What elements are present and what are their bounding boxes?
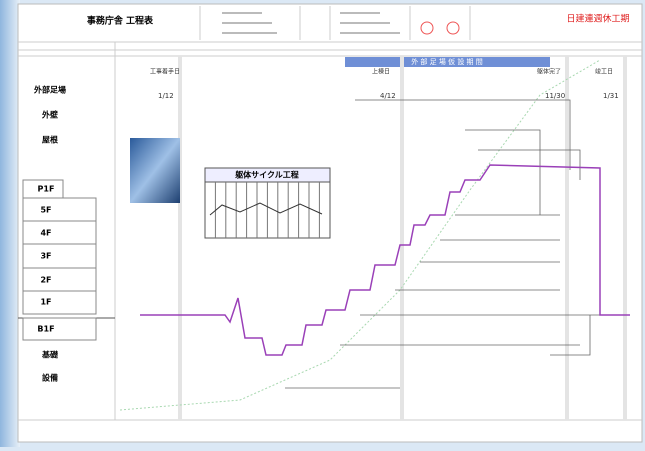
- row-label: 外部足場: [34, 85, 66, 95]
- side-glow: [0, 0, 20, 447]
- milestone-line: [623, 56, 627, 420]
- floor-boxes: [18, 179, 115, 341]
- milestone-label: 竣工日: [595, 68, 613, 76]
- row-label: 2F: [40, 276, 51, 285]
- milestone-label: 躯体完了: [537, 68, 561, 76]
- row-label: 基礎: [41, 350, 59, 360]
- banner-text: 外 部 足 場 仮 設 期 間: [411, 57, 483, 66]
- header-grid: [18, 6, 642, 421]
- branch-lines: [285, 99, 600, 389]
- banner-bar: [345, 57, 550, 67]
- right-title: 日建連週休工期: [566, 13, 629, 25]
- row-label: 4F: [40, 229, 51, 238]
- row-label: 5F: [40, 206, 51, 215]
- milestone-line: [400, 56, 404, 420]
- row-label: 1F: [40, 298, 51, 307]
- milestone-label: 上棟日: [372, 68, 390, 76]
- milestone-label: 工事着手日: [150, 68, 180, 76]
- title: 事務庁舎 工程表: [87, 15, 154, 27]
- row-label: B1F: [37, 325, 54, 334]
- milestone-date: 11/30: [545, 92, 565, 100]
- header-text-lines: [222, 12, 460, 35]
- row-label: 設備: [42, 373, 58, 383]
- row-label: 外壁: [42, 110, 58, 120]
- milestone-date: 1/31: [603, 92, 619, 100]
- milestone-date: 1/12: [158, 92, 174, 100]
- row-label: P1F: [38, 185, 55, 194]
- milestone-line: [178, 56, 182, 420]
- row-label: 3F: [40, 252, 51, 261]
- milestone-line: [565, 56, 569, 420]
- milestone-lines: 工事着手日 1/12 上棟日 4/12 躯体完了 11/30 竣工日 1/31: [150, 56, 627, 420]
- row-label: 屋根: [42, 135, 58, 145]
- building-photo: [130, 138, 180, 203]
- milestone-date: 4/12: [380, 92, 396, 100]
- critical-path: [140, 164, 630, 356]
- inset-curve: [209, 202, 323, 216]
- inset-title: 躯体サイクル工程: [234, 170, 299, 180]
